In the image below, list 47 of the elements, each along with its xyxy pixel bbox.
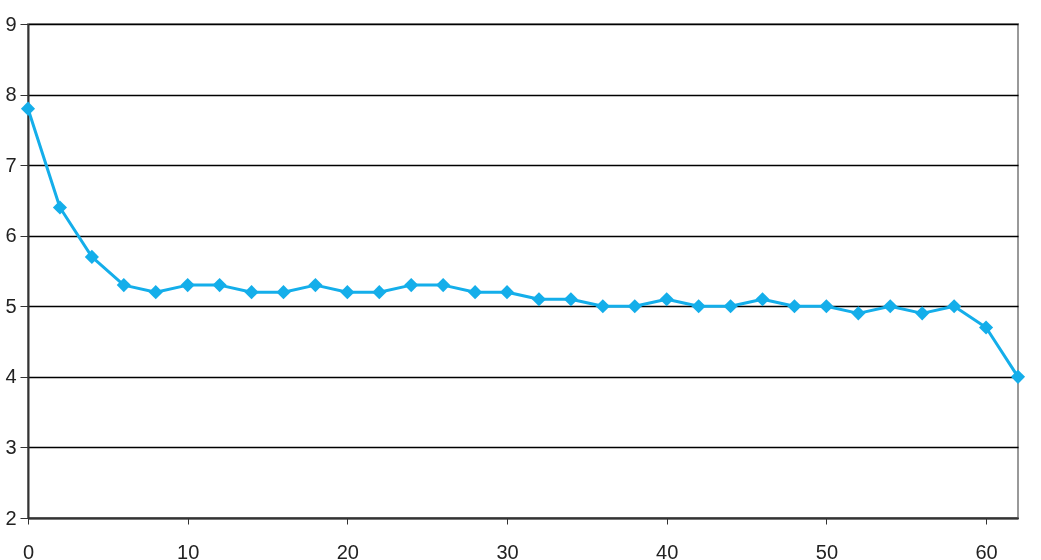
- x-tick-label: 30: [496, 540, 519, 560]
- point: [819, 299, 834, 314]
- point: [595, 299, 610, 314]
- point: [180, 278, 195, 293]
- point: [404, 278, 419, 293]
- point: [499, 285, 515, 300]
- point: [851, 306, 866, 321]
- point: [372, 285, 387, 300]
- y-tick-label: 5: [5, 294, 17, 317]
- point: [84, 249, 99, 264]
- point: [531, 292, 547, 307]
- point: [659, 292, 674, 307]
- point: [1010, 369, 1026, 384]
- point: [244, 285, 259, 300]
- x-tick-label: 60: [975, 540, 998, 560]
- point: [691, 299, 706, 314]
- y-tick-label: 6: [5, 224, 17, 247]
- x-tick-label: 40: [656, 540, 679, 560]
- y-tick-label: 3: [5, 435, 17, 458]
- y-tick-label: 2: [5, 506, 17, 529]
- point: [468, 285, 483, 300]
- y-tick-label: 4: [5, 365, 17, 388]
- point: [20, 101, 36, 116]
- point: [148, 285, 163, 300]
- point: [787, 299, 802, 314]
- point: [978, 320, 994, 335]
- point: [212, 278, 227, 293]
- point: [563, 292, 578, 307]
- x-tick-label: 20: [336, 540, 359, 560]
- y-tick-label: 9: [5, 12, 17, 35]
- point: [340, 285, 355, 300]
- point: [276, 285, 291, 300]
- point: [116, 278, 131, 293]
- point: [723, 299, 738, 314]
- y-tick-label: 8: [5, 83, 17, 106]
- x-tick-label: 50: [815, 540, 839, 560]
- point: [627, 299, 642, 314]
- x-tick-label: 10: [177, 540, 200, 560]
- x-tick-label: 0: [22, 540, 35, 560]
- y-tick-label: 7: [5, 153, 17, 176]
- point: [52, 200, 68, 215]
- point: [308, 278, 323, 293]
- point: [883, 299, 898, 314]
- point: [436, 278, 451, 293]
- point: [755, 292, 770, 307]
- point: [915, 306, 930, 321]
- point: [947, 299, 962, 314]
